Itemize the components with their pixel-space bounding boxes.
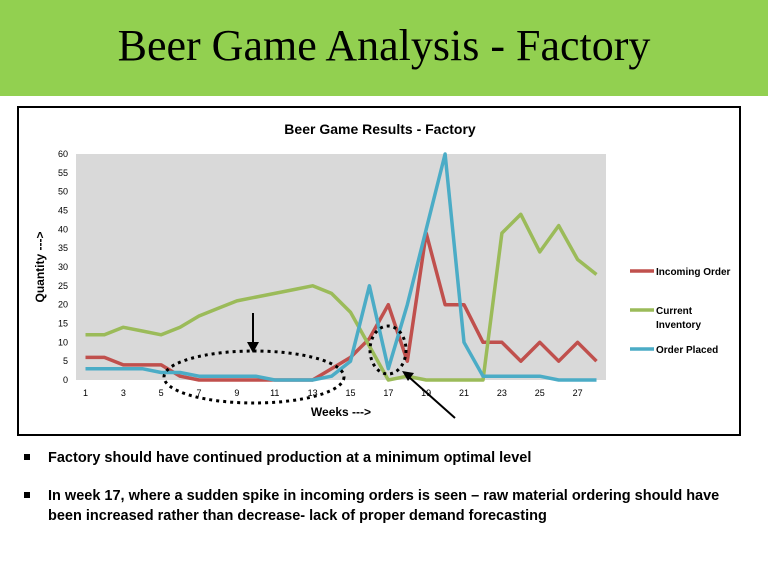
- series-line-current-inventory: [85, 212, 598, 382]
- y-axis-label: Quantity --->: [33, 232, 47, 303]
- bullet-text: In week 17, where a sudden spike in inco…: [48, 488, 720, 524]
- legend-label: Order Placed: [656, 345, 718, 356]
- x-tick-label: 17: [383, 388, 393, 398]
- x-tick-label: 1: [83, 388, 88, 398]
- bullet-text: Factory should have continued production…: [48, 450, 532, 466]
- legend-label: Incoming Order: [656, 267, 731, 278]
- x-tick-label: 13: [308, 388, 318, 398]
- y-tick-label: 15: [58, 319, 68, 329]
- slide-title: Beer Game Analysis - Factory: [117, 21, 651, 70]
- x-tick-label: 25: [535, 388, 545, 398]
- title-banner: Beer Game Analysis - Factory: [0, 0, 768, 96]
- x-tick-label: 9: [234, 388, 239, 398]
- annotation-ellipse-week17: [368, 324, 408, 376]
- plot-area: [76, 154, 606, 380]
- chart-title: Beer Game Results - Factory: [284, 121, 476, 137]
- y-tick-label: 20: [58, 300, 68, 310]
- y-tick-label: 10: [58, 337, 68, 347]
- y-axis-ticks: 0 5 10 15 20 25 30 35 40 45 50 55 60: [58, 149, 68, 385]
- x-tick-label: 3: [121, 388, 126, 398]
- series-lines: [85, 152, 598, 382]
- y-tick-label: 60: [58, 149, 68, 159]
- bullet-item: In week 17, where a sudden spike in inco…: [22, 486, 752, 526]
- series-line-order-placed: [85, 152, 597, 382]
- legend-label: Current Inventory: [656, 306, 701, 331]
- y-tick-label: 40: [58, 224, 68, 234]
- y-tick-label: 0: [63, 375, 68, 385]
- legend: Incoming Order Current Inventory Order Plac…: [630, 267, 731, 356]
- bullet-item: Factory should have continued production…: [22, 448, 752, 468]
- annotation-arrow-down: [247, 313, 259, 353]
- annotation-arrow-diagonal: [402, 371, 456, 419]
- x-tick-label: 5: [159, 388, 164, 398]
- x-tick-label: 11: [270, 388, 279, 398]
- y-tick-label: 45: [58, 206, 68, 216]
- bullet-square-icon: [24, 492, 30, 498]
- series-line-incoming-order: [85, 231, 598, 382]
- x-axis-label: Weeks --->: [311, 405, 371, 419]
- x-tick-label: 7: [197, 388, 202, 398]
- x-axis-ticks: 13579111315171921232527: [83, 388, 583, 398]
- y-tick-label: 55: [58, 168, 68, 178]
- x-tick-label: 15: [345, 388, 355, 398]
- x-tick-label: 27: [573, 388, 583, 398]
- y-tick-label: 30: [58, 262, 68, 272]
- x-tick-label: 21: [459, 388, 469, 398]
- y-tick-label: 5: [63, 356, 68, 366]
- y-tick-label: 50: [58, 187, 68, 197]
- bullet-square-icon: [24, 454, 30, 460]
- bullet-list: Factory should have continued production…: [22, 448, 752, 544]
- y-tick-label: 25: [58, 281, 68, 291]
- x-tick-label: 23: [497, 388, 507, 398]
- y-tick-label: 35: [58, 243, 68, 253]
